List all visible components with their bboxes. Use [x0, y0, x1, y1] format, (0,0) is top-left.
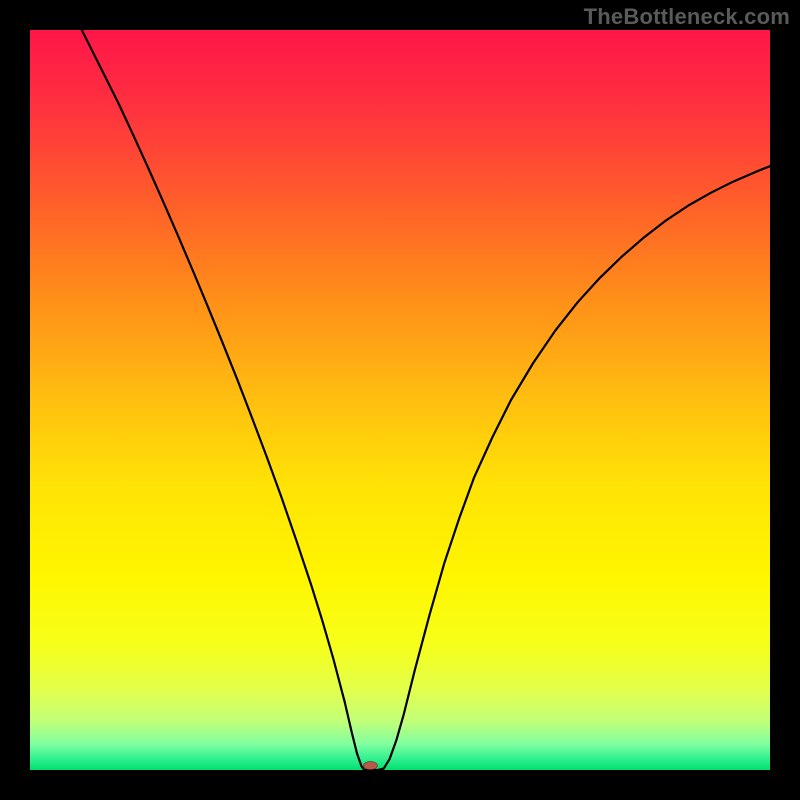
bottleneck-chart [0, 0, 800, 800]
plot-bg [30, 30, 770, 770]
optimal-marker [363, 762, 377, 770]
watermark-text: TheBottleneck.com [584, 4, 790, 30]
